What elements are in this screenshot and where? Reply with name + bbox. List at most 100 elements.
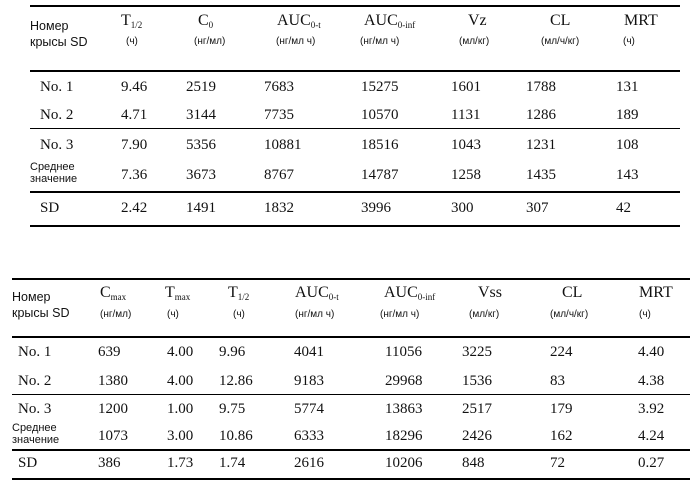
table1-cell-4-1: 1491: [186, 200, 216, 216]
table1-cell-0-6: 131: [616, 79, 639, 95]
table2-col-unit-0: (нг/мл): [100, 309, 132, 320]
table2-col-header-main-6: CL: [562, 284, 583, 301]
table2-cell-1-5: 1536: [462, 373, 492, 389]
table1-col-header-5: CL: [550, 13, 570, 29]
table2-cell-1-7: 4.38: [638, 373, 665, 389]
table2-col-header-main-4: AUC: [384, 284, 418, 301]
table2-col-header-2: T1/2: [228, 285, 249, 305]
table1-col-header-main-2: AUC: [277, 12, 311, 29]
table1-cell-0-0: 9.46: [121, 79, 148, 95]
table1-cell-2-2: 10881: [264, 137, 302, 153]
table1-col-header-main-5: CL: [550, 12, 571, 29]
table1-cell-2-6: 108: [616, 137, 639, 153]
table2-cell-2-2: 9.75: [219, 401, 246, 417]
table2-row-label-4: SD: [18, 455, 38, 471]
table1-row-label-1: No. 2: [40, 107, 74, 123]
table2-cell-1-0: 1380: [98, 373, 128, 389]
table2-cell-4-6: 72: [550, 455, 565, 471]
table2-cell-2-4: 13863: [385, 401, 423, 417]
table2-col-header-7: MRT: [639, 285, 673, 301]
table2-cell-3-7: 4.24: [638, 428, 665, 444]
table2-rule-1: [12, 336, 690, 338]
table1-cell-4-0: 2.42: [121, 200, 148, 216]
table2-cell-0-0: 639: [98, 344, 121, 360]
table1-col-header-3: AUC0-inf: [364, 13, 415, 33]
table2-cell-2-6: 179: [550, 401, 573, 417]
table1-col-header-6: MRT: [624, 13, 658, 29]
table2-cell-3-6: 162: [550, 428, 573, 444]
table1-row-label-3-line1: Среднее: [30, 161, 75, 173]
table2-col-header-3: AUC0-t: [295, 285, 339, 305]
table2-col-header-4: AUC0-inf: [384, 285, 435, 305]
table2-cell-3-3: 6333: [294, 428, 324, 444]
table1-col-unit-2: (нг/мл ч): [276, 36, 316, 47]
table2-col-unit-3: (нг/мл ч): [295, 309, 335, 320]
table1-cell-4-3: 3996: [361, 200, 391, 216]
table1-col-unit-3: (нг/мл ч): [360, 36, 400, 47]
table1-col-header-main-0: T: [121, 12, 131, 29]
table1-col-unit-5: (мл/ч/кг): [541, 36, 580, 47]
table1-cell-4-4: 300: [451, 200, 474, 216]
table2-col-unit-1: (ч): [167, 309, 179, 320]
table2-cell-3-5: 2426: [462, 428, 492, 444]
table2-cell-3-4: 18296: [385, 428, 423, 444]
table1-cell-3-4: 1258: [451, 167, 481, 183]
table2-cell-4-2: 1.74: [219, 455, 246, 471]
table1-cell-1-1: 3144: [186, 107, 216, 123]
table2-cell-3-2: 10.86: [219, 428, 253, 444]
table1-cell-1-2: 7735: [264, 107, 294, 123]
table2-cell-1-4: 29968: [385, 373, 423, 389]
table1-cell-2-5: 1231: [526, 137, 556, 153]
table1-cell-4-5: 307: [526, 200, 549, 216]
table1-cell-0-5: 1788: [526, 79, 556, 95]
table2-row-label-3-line2: значение: [12, 434, 60, 446]
table2-cell-1-3: 9183: [294, 373, 324, 389]
table2-cell-4-5: 848: [462, 455, 485, 471]
table1-cell-0-2: 7683: [264, 79, 294, 95]
table1-cell-3-1: 3673: [186, 167, 216, 183]
table2-col-unit-6: (мл/ч/кг): [550, 309, 589, 320]
table2-cell-4-1: 1.73: [167, 455, 194, 471]
table2-col-unit-5: (мл/кг): [469, 309, 500, 320]
table2-header-label-line1: Номер: [12, 290, 51, 304]
table1-col-header-1: C0: [198, 13, 213, 33]
table1-header-label-line1: Номер: [30, 19, 69, 33]
table2-cell-2-5: 2517: [462, 401, 492, 417]
table1-cell-0-4: 1601: [451, 79, 481, 95]
table2-cell-4-3: 2616: [294, 455, 324, 471]
table2-cell-0-3: 4041: [294, 344, 324, 360]
table1-col-header-sub-0: 1/2: [130, 20, 143, 30]
table2-col-unit-4: (нг/мл ч): [380, 309, 420, 320]
table2-cell-0-1: 4.00: [167, 344, 194, 360]
table2-col-header-main-1: T: [165, 284, 175, 301]
table1-row-label-3-line2: значение: [30, 173, 78, 185]
table2-cell-4-0: 386: [98, 455, 121, 471]
table1-col-header-main-1: C: [198, 12, 209, 29]
table1-rule-0: [30, 5, 680, 7]
table2-col-header-main-5: Vss: [478, 284, 503, 301]
table2-cell-2-3: 5774: [294, 401, 324, 417]
table2-rule-2: [12, 394, 690, 395]
table2-col-header-1: Tmax: [165, 285, 190, 305]
table1-col-header-0: T1/2: [121, 13, 142, 33]
table2-cell-0-7: 4.40: [638, 344, 665, 360]
table2-col-header-main-2: T: [228, 284, 238, 301]
table2-cell-2-7: 3.92: [638, 401, 665, 417]
table1-cell-1-3: 10570: [361, 107, 399, 123]
table1-col-header-sub-1: 0: [208, 20, 214, 30]
table1-col-header-4: Vz: [468, 13, 487, 29]
table2-cell-3-0: 1073: [98, 428, 128, 444]
table2-col-header-0: Cmax: [100, 285, 126, 305]
table2-cell-0-6: 224: [550, 344, 573, 360]
table1-rule-2: [30, 128, 680, 129]
table1-col-unit-4: (мл/кг): [459, 36, 490, 47]
table1-col-header-2: AUC0-t: [277, 13, 321, 33]
table2-col-header-sub-4: 0-inf: [417, 292, 436, 302]
table2-cell-0-2: 9.96: [219, 344, 246, 360]
table2-cell-2-0: 1200: [98, 401, 128, 417]
table1-header-label-line2: крысы SD: [30, 35, 88, 49]
table2-cell-2-1: 1.00: [167, 401, 194, 417]
table2-col-header-5: Vss: [478, 285, 502, 301]
table1-row-label-2: No. 3: [40, 137, 74, 153]
table2-row-label-2: No. 3: [18, 401, 52, 417]
